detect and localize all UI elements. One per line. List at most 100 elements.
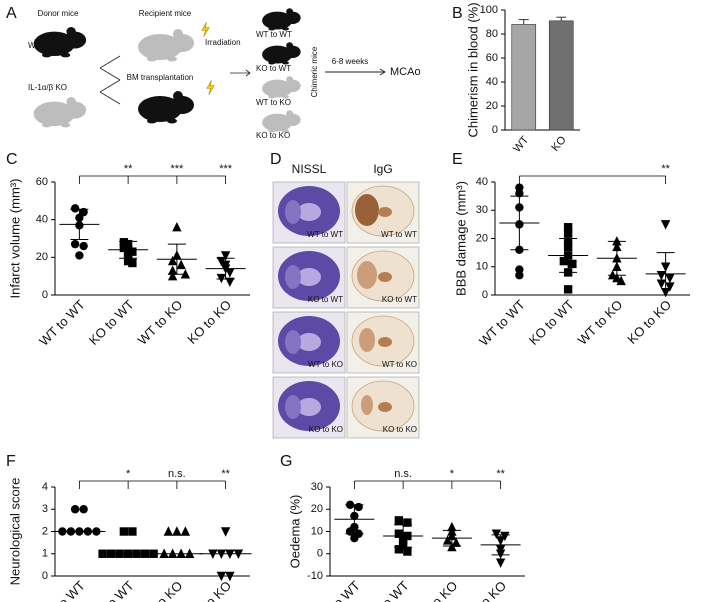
point (163, 526, 174, 536)
point (665, 273, 675, 284)
brain-detail (378, 337, 392, 347)
y-tick-label: 40 (476, 176, 488, 188)
bar (548, 20, 574, 131)
arrow (325, 68, 386, 76)
significance: n.s. (394, 468, 412, 480)
point (563, 285, 573, 294)
section-label: WT to WT (307, 230, 343, 239)
point (180, 526, 191, 536)
column-header: NISSL (292, 162, 327, 176)
label: KO to KO (256, 131, 290, 140)
point (563, 223, 573, 232)
label: KO to WT (256, 64, 291, 73)
y-tick-label: 3 (42, 503, 48, 515)
point (394, 529, 404, 538)
mouse (133, 29, 194, 62)
x-tick-label: KO to KO (184, 297, 234, 347)
bolt (206, 80, 215, 95)
mouse (259, 42, 301, 65)
x-tick-label: KO to KO (624, 297, 674, 347)
label: Donor mice (38, 9, 79, 18)
brain-detail (285, 395, 301, 419)
section-label: KO to KO (383, 425, 417, 434)
panel-label: A (6, 5, 17, 22)
point (75, 251, 84, 260)
point (616, 275, 626, 286)
point (225, 571, 235, 582)
section-label: KO to WT (382, 295, 417, 304)
point (495, 558, 506, 568)
y-tick-label: 100 (480, 4, 498, 16)
x-tick-label: KO to KO (459, 578, 509, 602)
label: Chimeric mice (310, 46, 319, 97)
x-tick-label: KO to KO (184, 578, 234, 602)
column-header: IgG (373, 162, 392, 176)
label: MCAo (390, 66, 421, 78)
y-tick-label: 60 (486, 52, 498, 64)
point (167, 270, 178, 281)
point (167, 255, 178, 266)
x-tick-label: WT to WT (476, 297, 528, 349)
lesion (361, 395, 373, 415)
y-tick-label: 80 (486, 28, 498, 40)
point (167, 265, 178, 275)
y-tick-label: 20 (311, 503, 323, 515)
label: BM transplantation (127, 73, 194, 82)
section-label: KO to KO (309, 425, 343, 434)
y-tick-label: 0 (482, 289, 488, 301)
point (447, 541, 457, 552)
point (354, 502, 363, 512)
panel-label: D (270, 151, 282, 168)
point (79, 241, 88, 251)
brain-detail (297, 398, 321, 416)
lesion (357, 261, 377, 289)
significance: * (126, 468, 131, 480)
point (568, 259, 577, 269)
y-tick-label: 20 (36, 251, 48, 263)
point (491, 529, 502, 539)
panel-label: G (280, 453, 292, 470)
point (176, 259, 186, 270)
panel-label: B (452, 5, 463, 22)
x-tick-label: WT to WT (36, 297, 88, 349)
point (515, 271, 524, 280)
label: WT to WT (256, 30, 292, 39)
section-label: WT to KO (382, 360, 417, 369)
mouse (133, 91, 194, 124)
panel-label: F (6, 453, 16, 470)
x-tick-label: WT (511, 134, 531, 155)
y-tick-label: 0 (42, 289, 48, 301)
arrow (230, 69, 251, 77)
point (656, 271, 667, 281)
point (216, 571, 227, 582)
bolt (201, 22, 210, 37)
point (70, 505, 80, 514)
section-label: WT to KO (308, 360, 343, 369)
label: 6-8 weeks (332, 57, 368, 66)
y-tick-label: -10 (307, 570, 323, 582)
brain-detail (285, 330, 301, 354)
y-tick-label: 0 (492, 124, 498, 136)
y-axis-label: Oedema (%) (287, 495, 302, 569)
y-axis-label: Infarct volume (mm³) (7, 179, 22, 299)
brain-detail (285, 265, 301, 289)
y-tick-label: 10 (476, 261, 488, 273)
point (70, 239, 80, 249)
bar (511, 24, 537, 131)
point (350, 533, 359, 543)
y-tick-label: 1 (42, 548, 48, 560)
point (403, 547, 412, 556)
point (119, 243, 129, 253)
y-tick-label: 30 (311, 481, 323, 493)
point (394, 516, 404, 525)
point (128, 527, 137, 536)
mouse (259, 8, 301, 31)
brain-detail (378, 272, 392, 282)
significance: *** (219, 163, 233, 175)
significance: n.s. (168, 468, 186, 480)
